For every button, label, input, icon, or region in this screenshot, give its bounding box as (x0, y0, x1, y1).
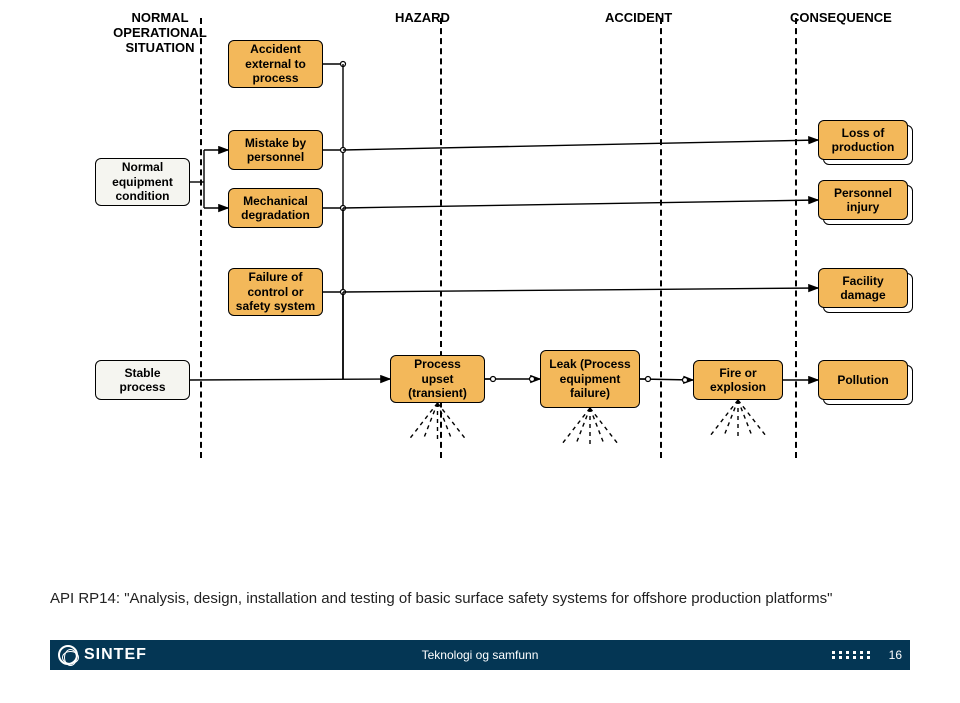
node-mistake-personnel: Mistake by personnel (228, 130, 323, 170)
header-normal: NORMAL OPERATIONAL SITUATION (105, 10, 215, 55)
sintef-icon (58, 645, 78, 665)
header-consequence: CONSEQUENCE (790, 10, 892, 25)
sintef-logo: SINTEF (58, 645, 147, 665)
sintef-text: SINTEF (84, 646, 147, 664)
node-accident-external: Accident external to process (228, 40, 323, 88)
page-number: 16 (889, 648, 902, 662)
footer-center-text: Teknologi og samfunn (422, 648, 539, 662)
node-leak: Leak (Process equipment failure) (540, 350, 640, 408)
node-loss-prod: Loss of production (818, 120, 908, 160)
node-personnel-injury: Personnel injury (818, 180, 908, 220)
footer-bar: SINTEF Teknologi og samfunn 16 (50, 640, 910, 670)
footer-dots-icon (832, 651, 870, 659)
node-stable-process: Stable process (95, 360, 190, 400)
node-normal-equipment: Normal equipment condition (95, 158, 190, 206)
header-accident: ACCIDENT (605, 10, 672, 25)
node-process-upset: Process upset (transient) (390, 355, 485, 403)
vline-4 (795, 18, 797, 458)
node-fire-explosion: Fire or explosion (693, 360, 783, 400)
node-mechanical-deg: Mechanical degradation (228, 188, 323, 228)
vline-3 (660, 18, 662, 458)
node-facility-damage: Facility damage (818, 268, 908, 308)
node-pollution: Pollution (818, 360, 908, 400)
footer-citation: API RP14: "Analysis, design, installatio… (50, 590, 850, 607)
vline-1 (200, 18, 202, 458)
node-failure-control: Failure of control or safety system (228, 268, 323, 316)
